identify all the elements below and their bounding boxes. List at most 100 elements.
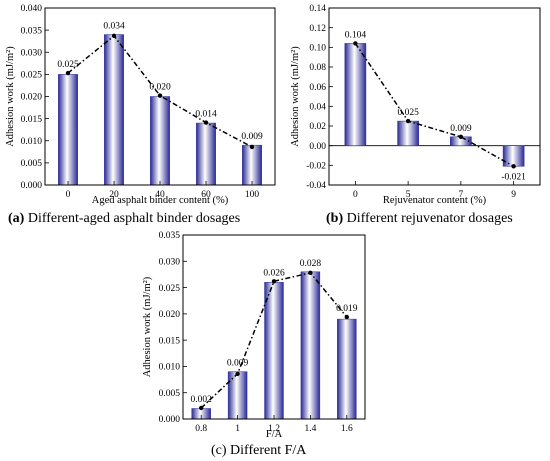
panel-a-ytick-label: 0.025	[21, 71, 43, 81]
panel-c-ytick-label: 0.035	[159, 231, 181, 241]
panel-a-bar	[104, 34, 124, 186]
panel-b-xtick-label: 7	[459, 190, 464, 200]
panel-c-data-label: 0.028	[300, 259, 322, 269]
panel-a-data-label: 0.009	[241, 132, 263, 142]
panel-b-point	[353, 41, 358, 46]
panel-c-data-label: 0.019	[336, 304, 358, 314]
panel-a-ytick-label: 0.000	[21, 181, 43, 191]
panel-c-ytick-label: 0.030	[159, 257, 181, 267]
panel-c-point	[308, 270, 313, 276]
panel-a-point	[157, 93, 163, 98]
panel-b-data-label: 0.009	[450, 124, 472, 134]
panel-b-ytick-label: -0.02	[306, 162, 326, 172]
panel-c-xtick-label: 1	[235, 424, 240, 434]
panel-a-bar	[242, 144, 262, 186]
panel-c-bar	[264, 282, 284, 420]
panel-a-bar	[58, 74, 78, 186]
panel-a-data-label: 0.034	[103, 22, 125, 32]
panel-a-caption-letter: (a)	[8, 211, 25, 226]
panel-c-bar	[227, 371, 248, 420]
panel-b-ytick-label: 0.08	[309, 63, 326, 73]
panel-a-data-label: 0.025	[57, 60, 79, 70]
panel-a-ytick-label: 0.015	[21, 115, 43, 125]
panel-c-xtick-label: 1.6	[341, 424, 353, 434]
panel-a-chart: 0.000 0.005 0.010 0.015 0.020 0.025 0.030 0.035…	[5, 4, 276, 206]
panel-b-data-label: 0.104	[345, 30, 367, 40]
panel-a-point	[203, 120, 209, 125]
panel-a-plot-frame	[44, 7, 276, 186]
panel-a-bar	[150, 96, 170, 186]
panel-a-caption: (a) Different-aged asphalt binder dosage…	[8, 211, 240, 226]
panel-b-y-axis-title: Adhesion work (mJ/m²)	[290, 46, 301, 147]
panel-c-point	[199, 405, 204, 411]
panel-b-data-label: 0.025	[397, 108, 419, 118]
panel-c-ytick-label: 0.015	[159, 336, 181, 346]
panel-a-caption-text: Different-aged asphalt binder dosages	[24, 211, 240, 226]
panel-c-ytick-label: 0.010	[159, 363, 181, 373]
panel-a-bar	[196, 122, 216, 186]
panel-b-caption-text: Different rejuvenator dosages	[343, 211, 513, 226]
panel-c-caption-text: (c) Different F/A	[211, 443, 307, 458]
panel-c-y-axis-title: Adhesion work (mJ/m²)	[142, 276, 153, 377]
panel-b-trend-line	[354, 42, 514, 167]
panel-a-xtick-label: 0	[66, 190, 71, 200]
panel-b-ytick-label: -0.04	[306, 181, 326, 191]
panel-c-ytick-label: 0.025	[159, 284, 181, 294]
panel-b-bar	[502, 145, 525, 167]
panel-c-ytick-label: 0.005	[159, 389, 181, 399]
panel-b-ytick-label: 0.00	[309, 142, 326, 152]
panel-a-y-axis-title: Adhesion work (mJ/m²)	[5, 46, 16, 147]
panel-b-data-label: -0.021	[501, 172, 526, 182]
panel-a-ytick-label: 0.035	[21, 26, 43, 36]
panel-b-point	[405, 118, 411, 124]
panel-c-point	[344, 314, 349, 320]
panel-b-bar	[397, 120, 419, 146]
panel-b-ytick-label: 0.10	[309, 44, 326, 54]
panel-c-data-label: 0.009	[227, 359, 249, 369]
panel-b-xtick-label: 5	[406, 190, 411, 200]
panel-b-ytick-label: 0.12	[309, 24, 326, 34]
panel-a-data-label: 0.020	[149, 83, 171, 93]
panel-b-xtick-label: 0	[353, 190, 358, 200]
panel-b-point	[458, 134, 464, 140]
panel-a-ytick-label: 0.020	[21, 93, 43, 103]
panel-a-ytick-label: 0.010	[21, 137, 43, 147]
panel-a-x-axis-title: Aged asphalt binder content (%)	[92, 195, 229, 206]
panel-c-bar	[337, 318, 357, 420]
panel-c-xtick-label: 0.8	[195, 424, 207, 434]
panel-c-x-axis-title: F/A	[266, 429, 283, 440]
panel-c-bar	[300, 271, 321, 420]
panel-c-plot-frame	[182, 234, 366, 420]
panel-b-ytick-label: 0.06	[309, 83, 326, 93]
panel-a-xtick-label: 20	[109, 190, 119, 200]
panel-a-xtick-label: 100	[245, 190, 260, 200]
panel-b-plot-frame	[328, 7, 541, 186]
panel-a-xtick-label: 40	[155, 190, 165, 200]
panel-b-point	[511, 164, 516, 169]
panel-a-point	[249, 144, 255, 150]
panel-a-point	[111, 33, 117, 39]
panel-b-ytick-label: 0.04	[309, 103, 326, 113]
panel-c-ytick-label: 0.020	[159, 310, 181, 320]
panel-a-ytick-label: 0.040	[21, 4, 43, 14]
panel-b-bar	[344, 43, 367, 146]
panel-c-ytick-label: 0.000	[159, 415, 181, 425]
panel-b-caption: (b) Different rejuvenator dosages	[326, 211, 513, 226]
panel-a-xtick-label: 60	[201, 190, 211, 200]
panel-b-caption-letter: (b)	[326, 211, 343, 226]
panel-a-data-label: 0.014	[195, 110, 217, 120]
panel-c-xtick-label: 1.2	[268, 424, 280, 434]
panel-c-chart: 0.000 0.005 0.010 0.015 0.020 0.025 0.030 0.035…	[142, 231, 366, 440]
panel-a-ytick-label: 0.005	[21, 159, 43, 169]
panel-c-data-label: 0.002	[191, 395, 213, 405]
panel-c-point	[235, 371, 240, 376]
panel-b-ytick-label: 0.14	[309, 4, 326, 14]
panel-c-data-label: 0.026	[263, 268, 285, 278]
panel-a-ytick-label: 0.030	[21, 48, 43, 58]
panel-b-ytick-label: 0.02	[309, 122, 326, 132]
panel-b-xtick-label: 9	[511, 190, 516, 200]
panel-c-point	[271, 279, 277, 284]
panel-b-chart: -0.04 -0.02 0.00 0.02 0.04 0.06 0.08 0.10 0.12 0.…	[290, 4, 541, 206]
panel-c-xtick-label: 1.4	[304, 424, 316, 434]
